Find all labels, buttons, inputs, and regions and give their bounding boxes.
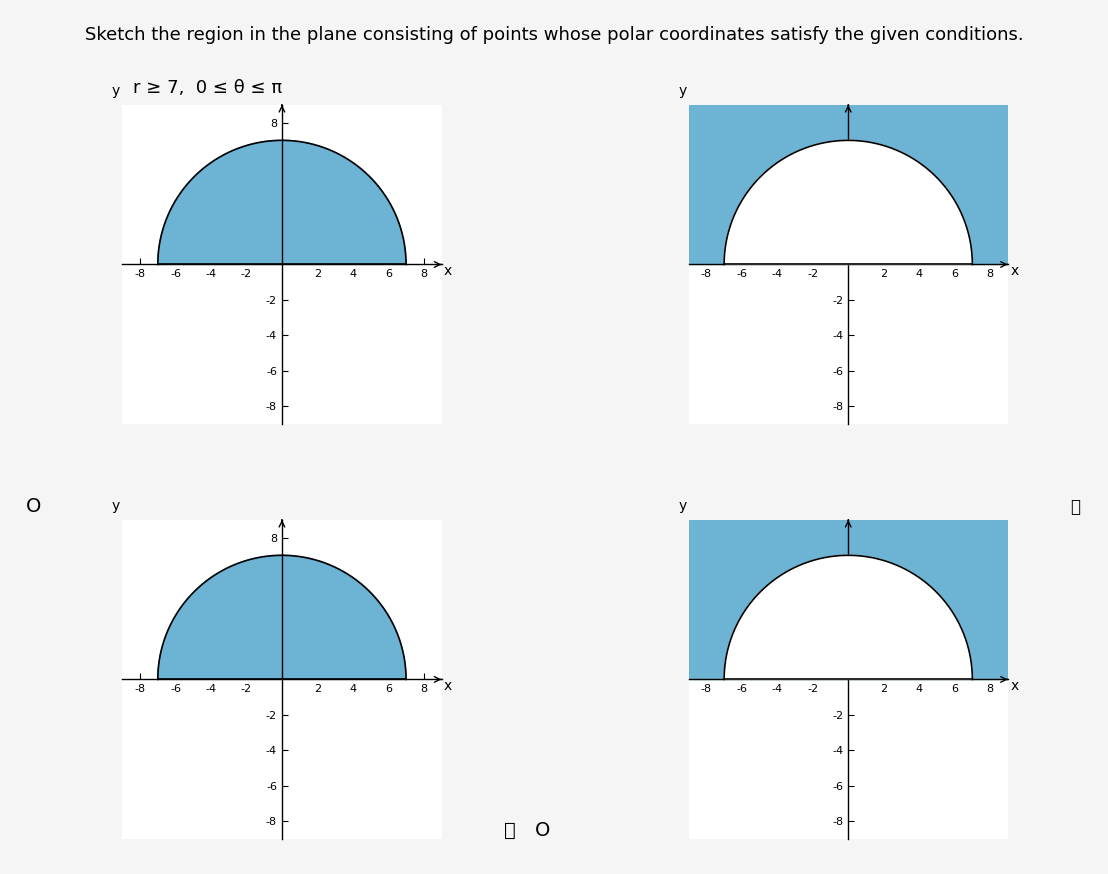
Polygon shape (689, 105, 1008, 265)
Y-axis label: y: y (678, 85, 686, 99)
Polygon shape (157, 555, 406, 679)
Polygon shape (157, 141, 406, 265)
Y-axis label: y: y (112, 499, 120, 513)
Text: ⓘ: ⓘ (504, 821, 515, 840)
Text: Sketch the region in the plane consisting of points whose polar coordinates sati: Sketch the region in the plane consistin… (84, 26, 1024, 45)
Polygon shape (725, 141, 973, 265)
Text: r ≥ 7,  0 ≤ θ ≤ π: r ≥ 7, 0 ≤ θ ≤ π (133, 79, 283, 97)
Text: O: O (535, 821, 551, 840)
Y-axis label: y: y (678, 499, 686, 513)
X-axis label: x: x (1010, 679, 1018, 693)
Polygon shape (725, 555, 973, 679)
Y-axis label: y: y (112, 85, 120, 99)
X-axis label: x: x (444, 265, 452, 279)
Text: ⓘ: ⓘ (1069, 498, 1080, 516)
Text: O: O (25, 497, 41, 517)
Polygon shape (689, 520, 1008, 679)
X-axis label: x: x (444, 679, 452, 693)
X-axis label: x: x (1010, 265, 1018, 279)
